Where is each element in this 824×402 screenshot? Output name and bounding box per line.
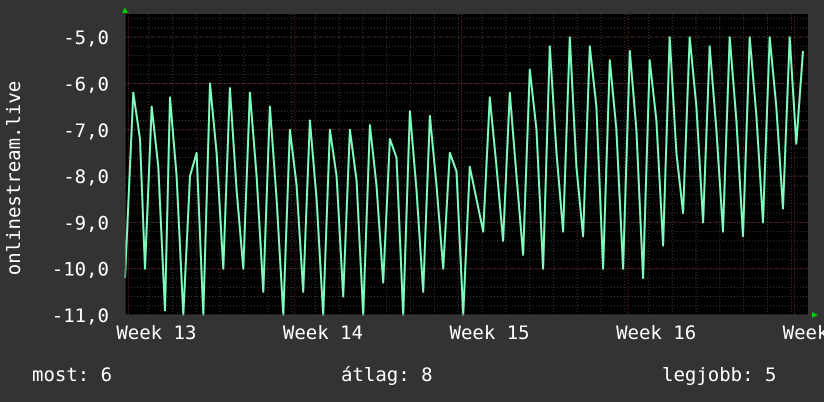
x-axis-arrow-icon xyxy=(812,312,818,318)
x-tick-label: Week 15 xyxy=(450,322,530,344)
x-tick-label: Week 14 xyxy=(283,322,363,344)
y-tick-labels: -5,0 -6,0 -7,0 -8,0 -9,0 -10,0 -11,0 xyxy=(52,27,109,327)
y-tick-label: -6,0 xyxy=(63,73,109,95)
average-value: átlag: 8 xyxy=(341,364,433,386)
x-tick-label: Week 16 xyxy=(616,322,696,344)
y-tick-label: -10,0 xyxy=(52,259,109,281)
y-tick-label: -5,0 xyxy=(63,27,109,49)
best-value: legjobb: 5 xyxy=(662,364,776,386)
y-tick-label: -11,0 xyxy=(52,305,109,327)
x-tick-label: Week 17 xyxy=(783,322,824,344)
plot-area xyxy=(125,14,808,315)
axes xyxy=(122,7,818,318)
y-axis-label: onlinestream.live xyxy=(3,81,25,275)
y-tick-label: -8,0 xyxy=(63,166,109,188)
y-tick-label: -9,0 xyxy=(63,212,109,234)
y-tick-label: -7,0 xyxy=(63,120,109,142)
current-value: most: 6 xyxy=(32,364,112,386)
x-tick-label: Week 13 xyxy=(116,322,196,344)
x-tick-labels: Week 13 Week 14 Week 15 Week 16 Week 17 xyxy=(116,322,824,344)
y-axis-arrow-icon xyxy=(122,7,128,13)
